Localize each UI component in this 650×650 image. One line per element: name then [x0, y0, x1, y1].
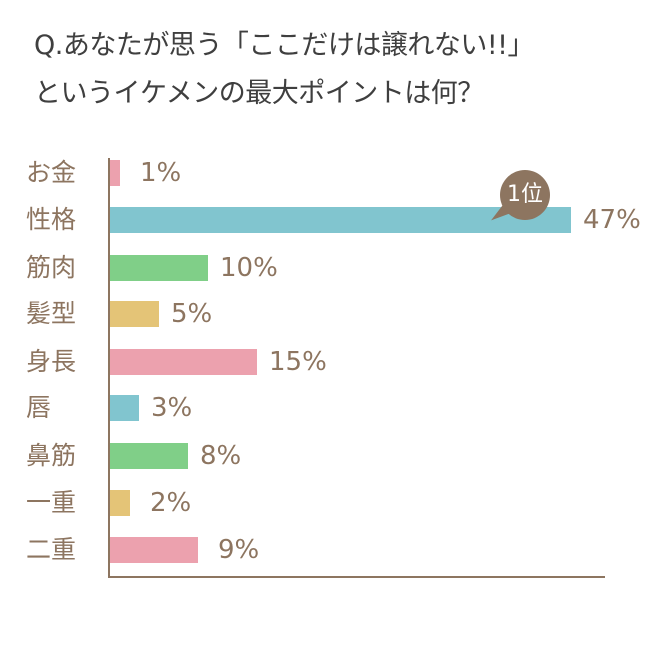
category-label: 唇	[26, 393, 52, 422]
bar	[110, 349, 257, 375]
bar	[110, 490, 130, 516]
category-label: 筋肉	[26, 253, 77, 282]
value-label: 1%	[140, 158, 182, 188]
value-label: 9%	[218, 535, 260, 565]
bar-row: 鼻筋 8%	[0, 441, 650, 471]
bar-row: 一重 2%	[0, 488, 650, 518]
value-label: 15%	[269, 347, 327, 377]
bar	[110, 443, 188, 469]
bar	[110, 255, 208, 281]
chart-title: Q.あなたが思う「ここだけは譲れない!!」 というイケメンの最大ポイントは何？	[34, 22, 534, 118]
value-label: 2%	[150, 488, 192, 518]
value-label: 5%	[171, 299, 213, 329]
bar-row: 髪型 5%	[0, 299, 650, 329]
value-label: 47%	[583, 205, 641, 235]
title-line-2: というイケメンの最大ポイントは何？	[34, 78, 484, 109]
bar	[110, 207, 571, 233]
bar	[110, 395, 139, 421]
value-label: 3%	[151, 393, 193, 423]
category-label: 身長	[26, 347, 77, 376]
y-axis-line	[108, 158, 110, 578]
title-line-1: Q.あなたが思う「ここだけは譲れない!!」	[34, 30, 534, 61]
category-label: 鼻筋	[26, 441, 77, 470]
bar	[110, 301, 159, 327]
bar	[110, 160, 120, 186]
rank-badge: 1位	[500, 170, 550, 220]
category-label: 一重	[26, 488, 77, 517]
bar-row: 性格 47%	[0, 205, 650, 235]
category-label: お金	[26, 158, 77, 187]
bar-row: 身長 15%	[0, 347, 650, 377]
value-label: 8%	[200, 441, 242, 471]
category-label: 二重	[26, 535, 77, 564]
bar-row: 唇 3%	[0, 393, 650, 423]
bar-row: お金 1%	[0, 158, 650, 188]
x-axis-line	[108, 576, 605, 578]
category-label: 性格	[26, 205, 77, 234]
category-label: 髪型	[26, 299, 77, 328]
bar-row: 二重 9%	[0, 535, 650, 565]
value-label: 10%	[220, 253, 278, 283]
bar	[110, 537, 198, 563]
bar-row: 筋肉 10%	[0, 253, 650, 283]
